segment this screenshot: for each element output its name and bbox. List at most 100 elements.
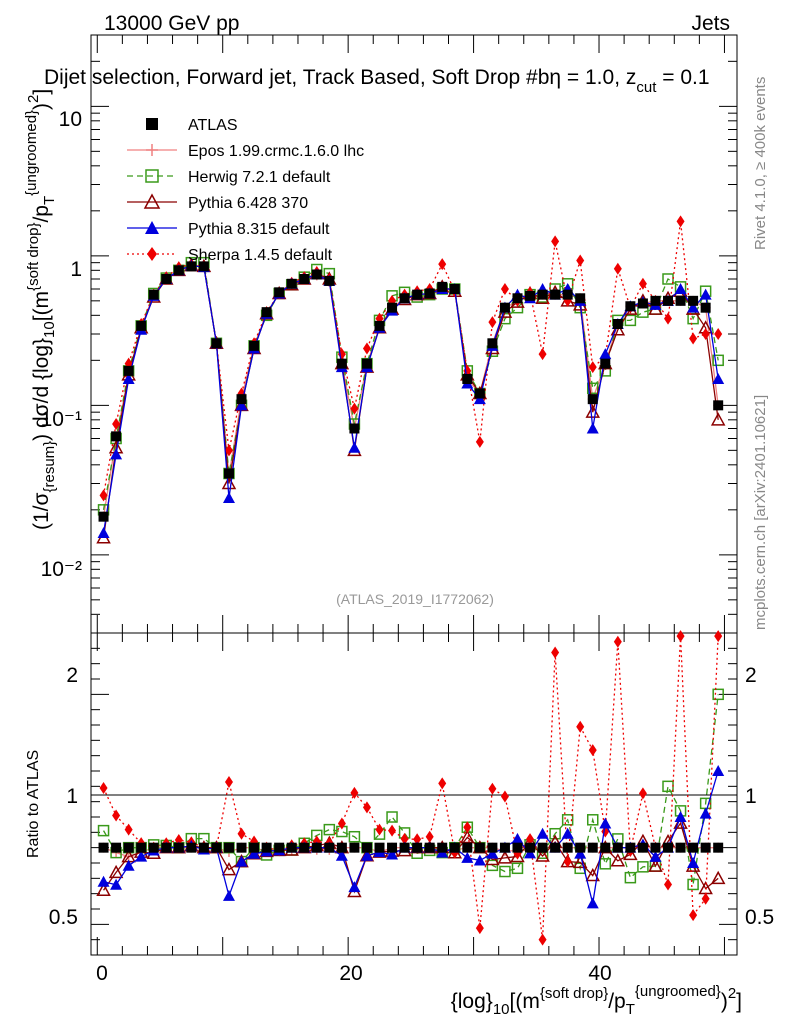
x-axis-title: {log}10[(m{soft drop}/pT{ungroomed})2]: [451, 983, 742, 1018]
ratio-point-sherpa-5: [224, 775, 233, 788]
ratio-point-pythia-4: [712, 765, 725, 776]
ratio-point-sherpa-5: [701, 892, 710, 905]
ratio-point-sherpa-5: [588, 744, 597, 757]
ratio-point-herwig-2: [323, 823, 336, 836]
main-point-sherpa-5: [613, 262, 622, 275]
ratio-point-pythia-4: [97, 875, 110, 887]
y-axis-title-main: (1/σ{resum}) dσ/d {log}10[(m{soft drop}/…: [23, 89, 58, 530]
ratio-point-pythia-4: [222, 889, 235, 901]
main-point-atlas-0: [700, 302, 711, 313]
main-point-pythia-4: [122, 373, 135, 385]
main-point-sherpa-5: [576, 254, 585, 267]
rivet-label: Rivet 4.1.0, ≥ 400k events: [752, 77, 769, 250]
main-point-atlas-0: [173, 265, 184, 276]
ratio-point-pythia-4: [473, 854, 486, 866]
main-point-pythia-3: [221, 475, 237, 490]
ratio-point-pythia-4: [599, 817, 612, 829]
ratio-point-atlas-0: [713, 842, 724, 853]
ratio-point-atlas-0: [625, 842, 636, 853]
main-point-pythia-4: [699, 288, 712, 300]
main-point-atlas-0: [387, 302, 398, 313]
ratio-point-pythia-4: [122, 859, 135, 871]
main-point-pythia-4: [687, 301, 700, 313]
ratio-point-pythia-3: [485, 851, 500, 866]
main-point-sherpa-5: [224, 444, 233, 457]
main-point-atlas-0: [449, 283, 460, 294]
ratio-point-sherpa-5: [375, 823, 384, 836]
main-point-atlas-0: [249, 340, 260, 351]
main-point-sherpa-5: [638, 277, 647, 290]
ratio-point-atlas-0: [499, 842, 510, 853]
main-point-atlas-0: [148, 289, 159, 300]
ratio-point-atlas-0: [198, 842, 209, 853]
ratio-point-atlas-0: [663, 842, 674, 853]
ratio-point-sherpa-5: [337, 817, 346, 830]
ratio-point-sherpa-5: [425, 830, 434, 843]
ratio-point-sherpa-5: [362, 801, 371, 814]
main-point-pythia-4: [473, 393, 486, 405]
main-point-herwig-2: [586, 382, 599, 395]
ratio-point-herwig-2: [624, 871, 637, 884]
main-point-atlas-0: [474, 388, 485, 399]
ratio-point-pythia-3: [96, 882, 111, 897]
plot-title-sub: cut: [636, 79, 657, 96]
y-tick-main-0.1: 10⁻¹: [41, 408, 82, 431]
ratio-point-pythia-3: [710, 870, 726, 885]
ratio-point-pythia-4: [348, 881, 361, 893]
main-point-sherpa-5: [689, 332, 698, 345]
main-point-atlas-0: [236, 394, 247, 405]
ratio-point-atlas-0: [324, 842, 335, 853]
main-point-atlas-0: [637, 298, 648, 309]
ratio-point-atlas-0: [575, 842, 586, 853]
ratio-point-atlas-0: [98, 842, 109, 853]
plot-title: Dijet selection, Forward jet, Track Base…: [44, 66, 710, 96]
y-axis-title-ratio: Ratio to ATLAS: [25, 750, 42, 858]
ratio-point-sherpa-5: [237, 827, 246, 840]
plot-title-end: = 0.1: [656, 66, 709, 89]
main-point-pythia-4: [348, 441, 361, 453]
ratio-point-sherpa-5: [488, 782, 497, 795]
ratio-point-sherpa-5: [500, 790, 509, 803]
main-point-sherpa-5: [714, 328, 723, 340]
y-tick-ratio-1-left: 1: [66, 785, 78, 808]
ratio-point-pythia-4: [561, 827, 574, 839]
ratio-point-herwig-2: [687, 878, 699, 891]
legend: ATLAS Epos 1.99.crmc.1.6.0 lhc Herwig 7.2.…: [127, 117, 364, 264]
ratio-point-sherpa-5: [638, 787, 647, 800]
ratio-point-pythia-4: [135, 850, 148, 862]
main-point-atlas-0: [412, 289, 423, 300]
ratio-point-atlas-0: [374, 842, 385, 853]
ratio-point-pythia-3: [497, 850, 513, 864]
ratio-point-atlas-0: [487, 842, 498, 853]
main-point-atlas-0: [374, 320, 385, 331]
x-tick-0: 0: [96, 962, 108, 985]
ratio-point-pythia-3: [535, 848, 550, 862]
main-point-herwig-2: [624, 314, 637, 327]
ratio-point-atlas-0: [111, 842, 122, 853]
ratio-point-atlas-0: [688, 842, 699, 853]
ratio-point-atlas-0: [449, 842, 460, 853]
main-point-sherpa-5: [551, 235, 560, 248]
main-point-atlas-0: [512, 293, 523, 304]
ratio-point-pythia-4: [486, 847, 499, 859]
main-point-atlas-0: [499, 302, 510, 313]
ratio-point-sherpa-5: [563, 855, 572, 868]
main-point-pythia-4: [97, 526, 110, 538]
main-point-atlas-0: [537, 289, 548, 300]
ratio-point-pythia-4: [524, 847, 537, 859]
ratio-point-pythia-4: [574, 847, 587, 859]
plot-title-tail: η = 1.0, z: [549, 66, 636, 89]
ratio-point-sherpa-5: [99, 782, 108, 795]
legend-label: ATLAS: [188, 117, 238, 134]
main-point-atlas-0: [111, 431, 122, 442]
main-point-atlas-0: [550, 289, 561, 300]
ratio-point-pythia-3: [648, 858, 663, 872]
main-point-sherpa-5: [664, 312, 673, 325]
main-point-sherpa-5: [538, 348, 547, 361]
legend-marker: [143, 193, 161, 209]
main-point-sherpa-5: [676, 215, 685, 228]
main-point-atlas-0: [675, 295, 686, 306]
y-tick-ratio-2-left: 2: [66, 664, 78, 687]
ratio-point-pythia-4: [461, 851, 474, 863]
